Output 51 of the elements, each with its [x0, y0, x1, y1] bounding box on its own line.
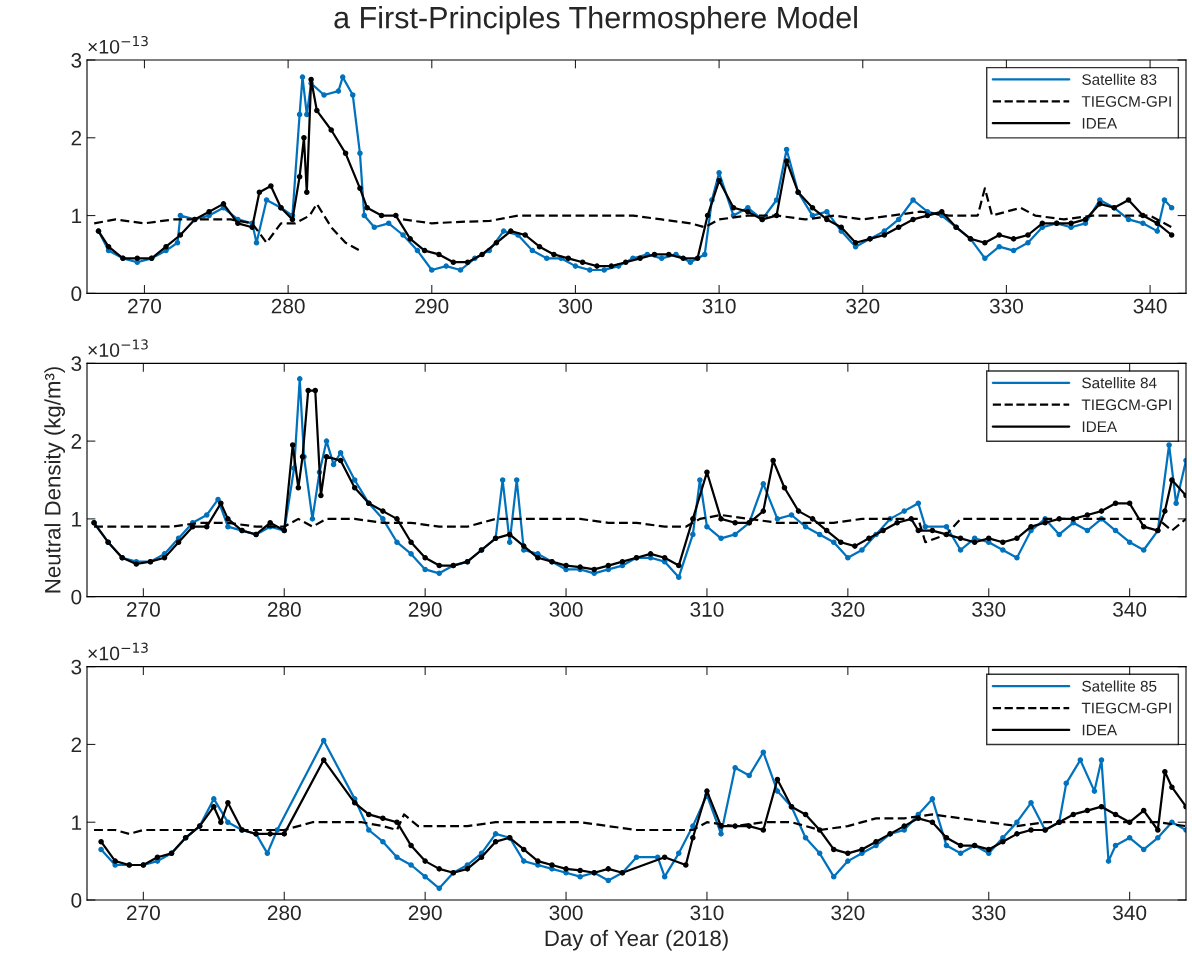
x-tick-label: 320 — [831, 905, 865, 921]
x-tick-label: 320 — [846, 298, 880, 314]
x-tick-label: 300 — [549, 905, 583, 921]
y-tick-label: 2 — [71, 434, 82, 449]
x-tick-label: 270 — [128, 298, 162, 314]
x-tick-label: 310 — [690, 905, 724, 921]
chart-title: a First-Principles Thermosphere Model — [334, 6, 857, 35]
legend-label: Satellite 83 — [1082, 73, 1157, 85]
x-axis-title: Day of Year (2018) — [545, 929, 728, 951]
x-tick-label: 340 — [1113, 905, 1147, 921]
x-tick-label: 290 — [408, 602, 442, 617]
legend-label: Satellite 84 — [1082, 377, 1157, 389]
x-tick-label: 280 — [271, 298, 305, 314]
x-tick-label: 270 — [127, 602, 160, 617]
legend-label: TIEGCM-GPI — [1081, 702, 1171, 714]
x-tick-label: 300 — [558, 298, 593, 314]
x-tick-label: 290 — [408, 905, 442, 921]
x-tick-label: 280 — [267, 602, 301, 617]
x-tick-label: 330 — [972, 602, 1006, 617]
x-tick-label: 310 — [690, 602, 724, 617]
y-tick-label: 1 — [72, 208, 82, 224]
y-tick-label: 0 — [71, 893, 82, 908]
text: ×10$^{−13}$ — [88, 339, 148, 358]
text: ×10$^{−13}$ — [88, 642, 148, 661]
x-tick-label: 330 — [989, 298, 1023, 314]
x-tick-label: 340 — [1133, 298, 1167, 314]
legend-label: IDEA — [1082, 421, 1118, 432]
y-tick-label: 0 — [71, 589, 82, 605]
y-tick-label: 3 — [71, 659, 82, 675]
x-tick-label: 290 — [415, 298, 449, 314]
x-tick-label: 280 — [267, 905, 301, 921]
y-tick-label: 3 — [71, 356, 82, 372]
y-tick-label: 3 — [71, 53, 82, 68]
legend-label: Satellite 85 — [1082, 680, 1157, 692]
x-tick-label: 300 — [549, 602, 583, 617]
y-tick-label: 2 — [71, 130, 82, 146]
legend-label: IDEA — [1082, 118, 1118, 129]
y-tick-label: 2 — [71, 737, 82, 752]
x-tick-label: 340 — [1113, 602, 1147, 617]
legend-label: TIEGCM-GPI — [1081, 399, 1171, 411]
y-tick-label: 0 — [71, 286, 82, 302]
y-axis-title: Neutral Density (kg/m³) — [44, 367, 65, 593]
x-tick-label: 310 — [702, 298, 736, 314]
x-tick-label: 270 — [127, 905, 160, 921]
text: ×10$^{−13}$ — [88, 35, 148, 54]
x-tick-label: 330 — [972, 905, 1006, 921]
legend-label: TIEGCM-GPI — [1081, 96, 1171, 107]
y-tick-label: 1 — [72, 815, 82, 830]
legend-label: IDEA — [1082, 724, 1118, 736]
x-tick-label: 320 — [831, 602, 865, 617]
y-tick-label: 1 — [72, 512, 82, 527]
